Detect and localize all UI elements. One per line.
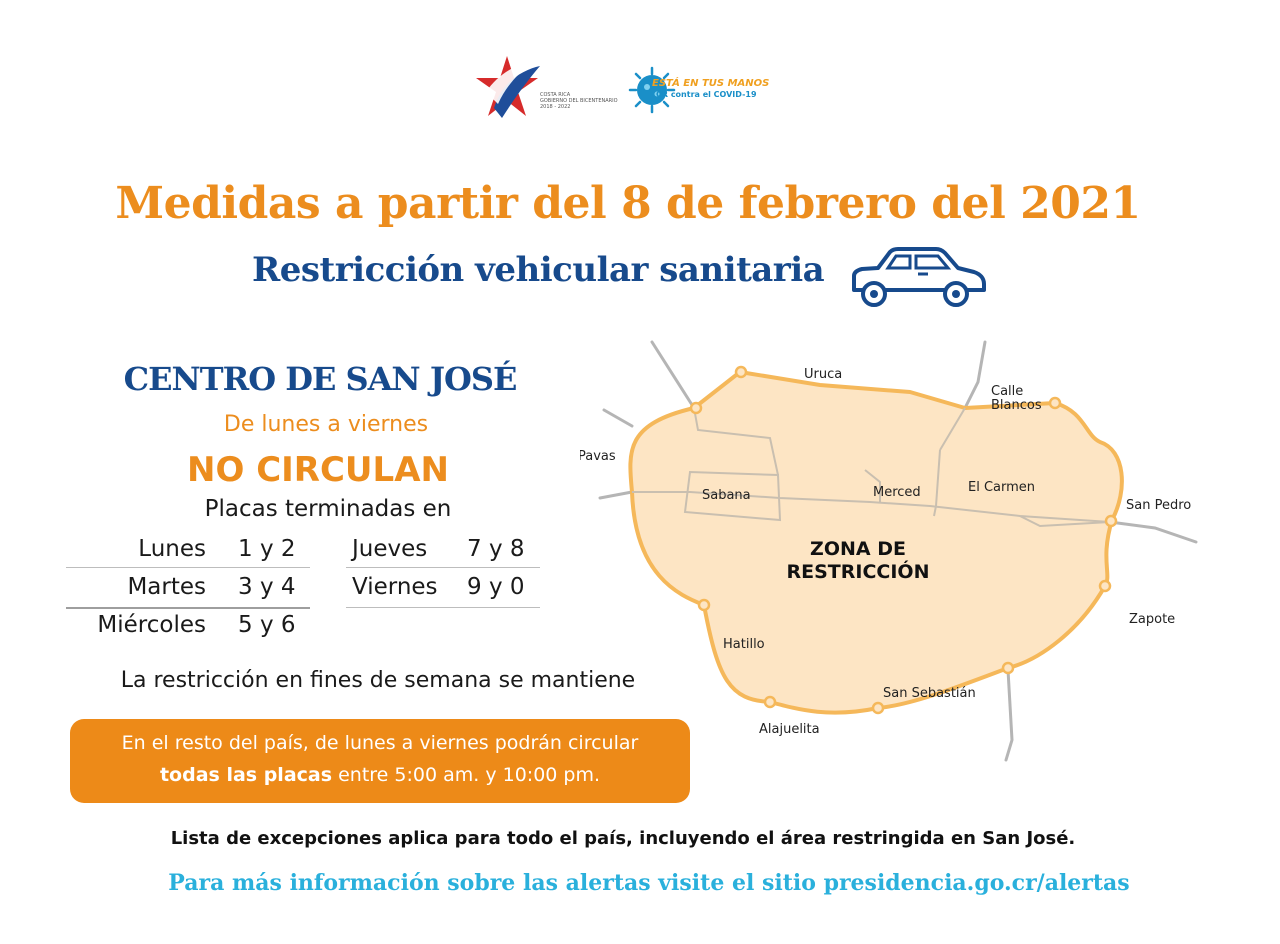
place-uruca: Uruca: [804, 367, 842, 382]
table-divider: [346, 567, 540, 568]
exceptions-note: Lista de excepciones aplica para todo el…: [170, 828, 1076, 849]
subtitle: Restricción vehicular sanitaria: [252, 250, 825, 290]
schedule-day: Lunes: [138, 536, 206, 562]
schedule-plates: 9 y 0: [467, 574, 525, 600]
schedule-day: Miércoles: [97, 612, 206, 638]
star-emblem-icon: [476, 56, 540, 118]
government-logo: COSTA RICA GOBIERNO DEL BICENTENARIO 201…: [472, 52, 622, 122]
restriction-map: Uruca Calle Blancos Pavas Sabana Merced …: [580, 340, 1198, 762]
place-calle-blancos: Calle: [991, 384, 1023, 399]
campaign-logo: ESTÁ EN TUS MANOS CR contra el COVID-19: [628, 60, 770, 120]
schedule-plates: 5 y 6: [238, 612, 296, 638]
place-zapote: Zapote: [1129, 612, 1175, 627]
place-san-sebastian: San Sebastián: [883, 686, 976, 701]
schedule-plates: 7 y 8: [467, 536, 525, 562]
campaign-logo-line2: CR contra el COVID-19: [656, 90, 757, 99]
place-calle-blancos: Blancos: [991, 398, 1042, 413]
restriction-area: CENTRO DE SAN JOSÉ: [123, 360, 518, 398]
restriction-zone: [628, 370, 1124, 715]
banner-bold-text: todas las placas: [159, 764, 333, 786]
schedule-plates: 3 y 4: [238, 574, 296, 600]
rest-of-country-banner: En el resto del país, de lunes a viernes…: [70, 719, 690, 803]
virus-icon: [628, 66, 676, 114]
place-alajuelita: Alajuelita: [759, 722, 820, 737]
place-el-carmen: El Carmen: [968, 480, 1035, 495]
schedule-day: Martes: [127, 574, 206, 600]
campaign-logo-line1: ESTÁ EN TUS MANOS: [652, 78, 770, 89]
schedule-plates: 1 y 2: [238, 536, 296, 562]
schedule-day: Viernes: [352, 574, 438, 600]
zone-label: ZONA DE: [810, 538, 906, 560]
main-title: Medidas a partir del 8 de febrero del 20…: [115, 178, 1141, 229]
banner-rest-text: entre 5:00 am. y 10:00 pm.: [332, 764, 601, 786]
inner-roads: [632, 407, 1111, 528]
place-sabana: Sabana: [702, 488, 751, 503]
weekend-note: La restricción en fines de semana se man…: [120, 668, 636, 693]
gov-logo-line3: 2018 - 2022: [540, 104, 571, 110]
restriction-status: NO CIRCULAN: [187, 450, 449, 490]
banner-line2: todas las placas entre 5:00 am. y 10:00 …: [70, 759, 690, 791]
place-pavas: Pavas: [580, 449, 616, 464]
gov-logo-line2: GOBIERNO DEL BICENTENARIO: [540, 98, 618, 104]
restriction-days: De lunes a viernes: [223, 412, 429, 437]
plates-intro: Placas terminadas en: [204, 496, 452, 522]
banner-line1: En el resto del país, de lunes a viernes…: [121, 732, 639, 754]
table-divider: [66, 607, 310, 609]
place-hatillo: Hatillo: [723, 637, 765, 652]
gov-logo-line1: COSTA RICA: [540, 92, 571, 98]
zone-label: RESTRICCIÓN: [787, 559, 930, 583]
table-divider: [346, 607, 540, 608]
schedule-day: Jueves: [352, 536, 428, 562]
outer-roads: [598, 340, 1198, 762]
table-divider: [66, 567, 310, 568]
info-link-text: Para más información sobre las alertas v…: [168, 870, 1130, 896]
map-nodes: [689, 365, 1118, 715]
place-merced: Merced: [873, 485, 921, 500]
car-icon: [852, 247, 986, 307]
place-san-pedro: San Pedro: [1126, 498, 1191, 513]
